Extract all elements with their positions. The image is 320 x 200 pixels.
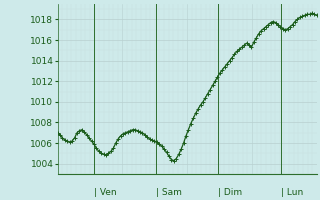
Text: | Ven: | Ven: [94, 188, 116, 197]
Text: | Dim: | Dim: [218, 188, 243, 197]
Text: | Lun: | Lun: [281, 188, 303, 197]
Text: | Sam: | Sam: [156, 188, 182, 197]
